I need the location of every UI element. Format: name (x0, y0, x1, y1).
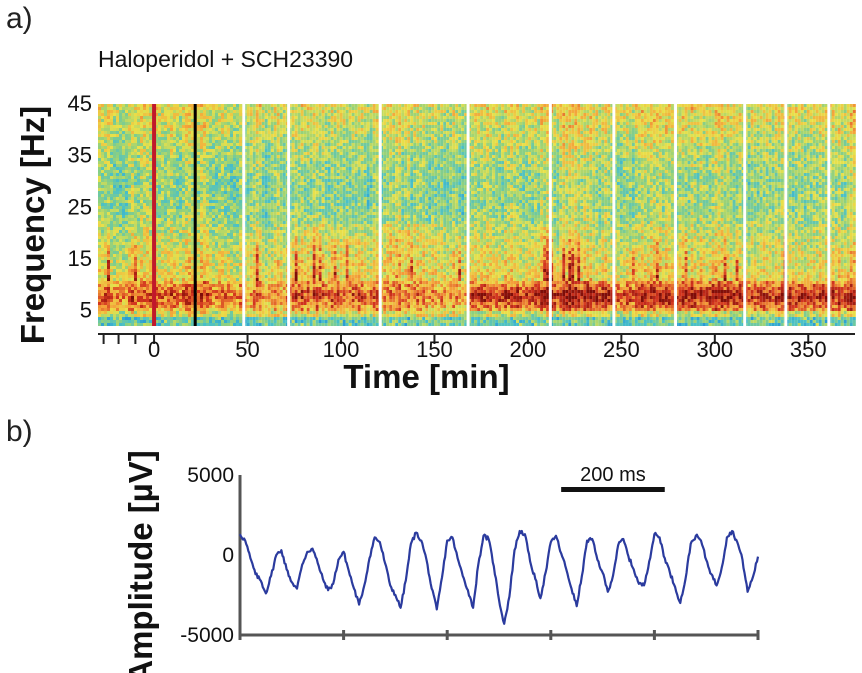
y-tick-label: 25 (68, 194, 92, 219)
recording-gap (674, 104, 678, 326)
spectrogram-segment (98, 104, 245, 326)
spectrogram-segment (675, 104, 748, 326)
x-tick-label: 50 (235, 337, 259, 362)
scale-bar-label: 200 ms (580, 464, 646, 486)
spectrogram-axes: 0 50 100 150 200 250 300 350 5 15 25 35 45 Time [min]… (14, 91, 855, 395)
spectrogram-segment (243, 104, 289, 326)
recording-gap (612, 104, 616, 326)
recording-gap (827, 104, 831, 326)
x-axis-title: Time [min] (343, 358, 509, 395)
spectrogram-segment (380, 104, 471, 326)
y-tick-label: 5 (80, 298, 92, 323)
y-tick-label: 35 (68, 143, 92, 168)
recording-gap (466, 104, 470, 326)
drug-annotation: Haloperidol + SCH23390 (98, 46, 354, 72)
x-tick-label: 300 (696, 337, 733, 362)
y-axis-title: Frequency [Hz] (14, 106, 51, 344)
spectrogram-segment (785, 104, 831, 326)
spectrogram-segment (468, 104, 553, 326)
x-tick-label: 350 (790, 337, 827, 362)
panel-b-label: b) (6, 415, 33, 448)
recording-gap (784, 104, 788, 326)
spectrogram-segment (550, 104, 617, 326)
y-tick-label: 5000 (187, 464, 234, 487)
x-tick-label: 250 (603, 337, 640, 362)
spectrogram-segment (828, 104, 856, 326)
x-tick-label: 150 (416, 337, 453, 362)
lfp-trace-line (238, 529, 760, 625)
x-tick-label: 200 (510, 337, 547, 362)
y-tick-label: 45 (68, 91, 92, 116)
recording-gap (242, 104, 246, 326)
drug-marker-line (152, 104, 157, 326)
recording-gap (378, 104, 382, 326)
recording-gap (287, 104, 291, 326)
y-tick-label: -5000 (180, 624, 234, 647)
x-tick-label: 0 (148, 337, 160, 362)
recording-gap (548, 104, 552, 326)
scale-bar (561, 487, 665, 492)
second-marker-line (193, 104, 197, 326)
y-tick-label: 0 (222, 544, 234, 567)
y-tick-label: 15 (68, 246, 92, 271)
spectrogram-segment (744, 104, 787, 326)
spectrogram-segment (288, 104, 382, 326)
panel-a-label: a) (6, 2, 33, 35)
spectrogram (98, 104, 856, 326)
spectrogram-segment (613, 104, 677, 326)
lfp-trace-panel: 5000 0 -5000 Amplitude [µV] 200 ms (122, 450, 760, 673)
x-tick-label: 100 (323, 337, 360, 362)
amplitude-axis-title: Amplitude [µV] (122, 450, 159, 673)
recording-gap (743, 104, 747, 326)
